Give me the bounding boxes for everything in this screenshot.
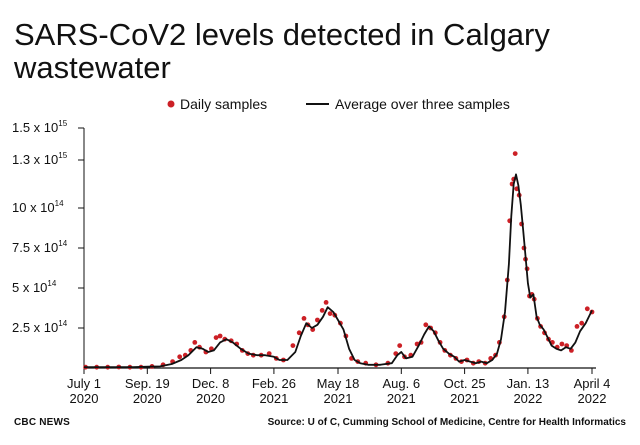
x-tick-label: Feb. 26 — [252, 376, 296, 391]
daily-sample-point — [315, 317, 320, 323]
x-tick-label: May 18 — [317, 376, 360, 391]
legend-dot-marker — [167, 100, 175, 108]
daily-sample-point — [512, 151, 518, 157]
daily-sample-point — [217, 333, 223, 339]
daily-sample-point — [319, 308, 325, 313]
x-tick-year: 2021 — [450, 391, 479, 406]
source-note: Source: U of C, Cumming School of Medici… — [267, 417, 626, 428]
x-tick-year: 2022 — [513, 391, 542, 406]
daily-sample-point — [584, 306, 590, 312]
x-tick-year: 2020 — [133, 391, 162, 406]
y-axis: 2.5 x 1014 5 x 1014 7.5 x 1014 10 x 1014 1.3… — [12, 119, 85, 368]
daily-sample-point — [296, 330, 302, 336]
page-title: SARS-CoV2 levels detected in Calgary was… — [14, 17, 550, 85]
y-tick-label: 1.3 x 1015 — [12, 151, 68, 167]
x-tick-label: Jan. 13 — [507, 376, 550, 391]
daily-sample-point — [290, 343, 296, 348]
x-tick-year: 2021 — [387, 391, 416, 406]
x-tick-label: Oct. 25 — [444, 376, 486, 391]
average-line — [84, 173, 593, 369]
y-tick-label: 1.5 x 1015 — [12, 119, 68, 135]
x-tick-label: Aug. 6 — [383, 376, 421, 391]
legend-average-label: Average over three samples — [335, 96, 510, 112]
daily-sample-point — [559, 341, 565, 347]
daily-sample-point — [192, 340, 198, 345]
daily-sample-point — [301, 316, 307, 321]
credit: CBC NEWS — [14, 417, 71, 428]
x-tick-year: 2020 — [70, 391, 99, 406]
x-tick-year: 2021 — [259, 391, 288, 406]
y-tick-label: 7.5 x 1014 — [12, 239, 68, 255]
x-tick-label: Sep. 19 — [125, 376, 170, 391]
x-tick-year: 2021 — [324, 391, 353, 406]
plot-area — [83, 151, 595, 370]
daily-sample-point — [327, 311, 333, 316]
daily-sample-point — [323, 300, 329, 305]
legend-daily-samples-label: Daily samples — [180, 96, 267, 112]
x-tick-label: Dec. 8 — [192, 376, 230, 391]
x-tick-year: 2020 — [196, 391, 225, 406]
x-tick-year: 2022 — [578, 391, 607, 406]
y-tick-label: 10 x 1014 — [12, 199, 64, 215]
chart-legend: Daily samples Average over three samples — [167, 96, 510, 112]
x-tick-label: July 1 — [67, 376, 101, 391]
daily-sample-point — [397, 343, 403, 348]
y-tick-label: 5 x 1014 — [12, 279, 57, 295]
x-tick-label: April 4 — [574, 376, 611, 391]
daily-sample-point — [213, 335, 219, 340]
daily-sample-point — [574, 324, 580, 329]
daily-sample-point — [579, 320, 585, 326]
daily-sample-point — [177, 354, 183, 360]
daily-sample-point — [423, 322, 429, 328]
y-tick-label: 2.5 x 1014 — [12, 319, 68, 335]
